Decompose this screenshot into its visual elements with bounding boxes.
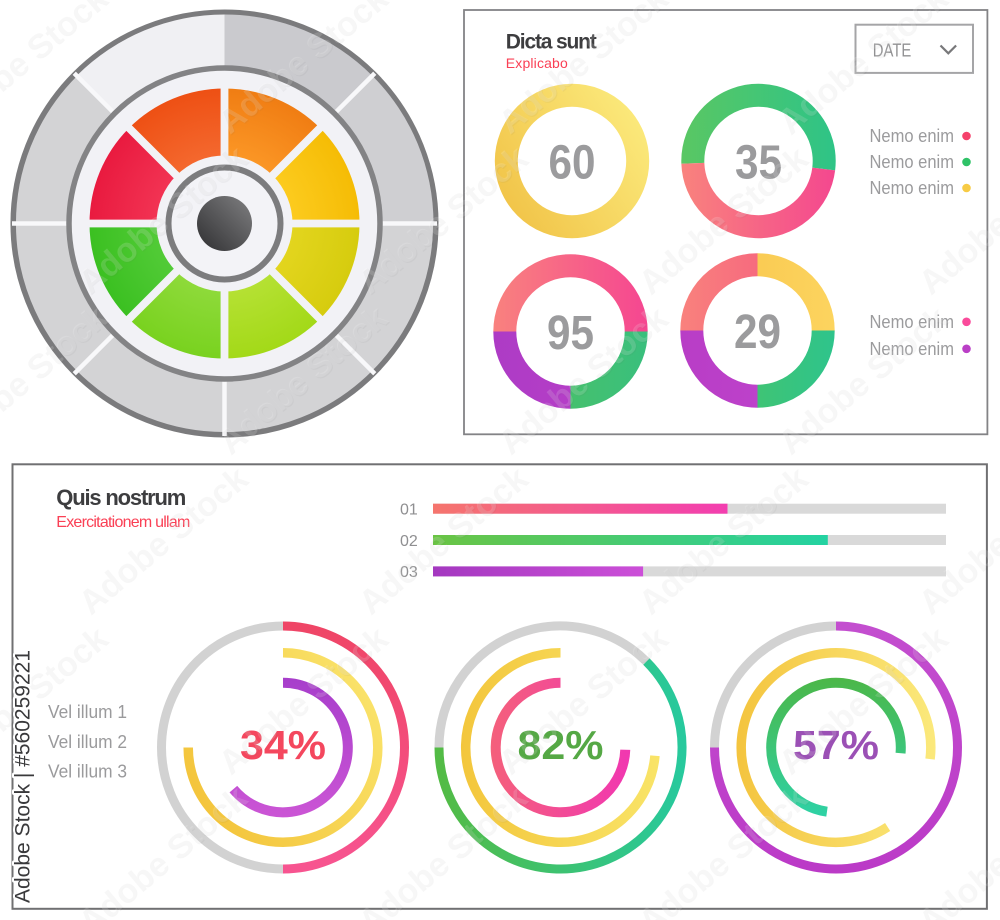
svg-text:02: 02 (400, 533, 418, 550)
svg-text:Dicta sunt: Dicta sunt (506, 31, 597, 54)
svg-text:34%: 34% (240, 722, 326, 768)
svg-text:Adobe Stock | #560259221: Adobe Stock | #560259221 (12, 650, 35, 903)
svg-text:57%: 57% (793, 722, 879, 768)
svg-text:82%: 82% (518, 722, 604, 768)
svg-text:DATE: DATE (873, 40, 912, 60)
svg-text:Vel illum 2: Vel illum 2 (48, 731, 127, 752)
svg-text:35: 35 (735, 136, 782, 189)
svg-text:Vel illum 3: Vel illum 3 (48, 761, 127, 782)
svg-text:Nemo enim: Nemo enim (870, 339, 955, 359)
svg-text:Exercitationem ullam: Exercitationem ullam (56, 514, 190, 531)
svg-text:Quis nostrum: Quis nostrum (56, 485, 186, 510)
svg-text:Vel illum 1: Vel illum 1 (48, 701, 127, 722)
svg-text:01: 01 (400, 502, 418, 519)
svg-text:Nemo enim: Nemo enim (870, 312, 955, 332)
svg-text:Nemo enim: Nemo enim (870, 178, 955, 198)
svg-text:Nemo enim: Nemo enim (870, 126, 955, 146)
svg-text:95: 95 (547, 307, 594, 360)
svg-text:60: 60 (549, 136, 596, 189)
svg-text:29: 29 (734, 306, 781, 359)
svg-text:Explicabo: Explicabo (506, 55, 568, 71)
svg-text:Nemo enim: Nemo enim (870, 152, 955, 172)
svg-text:03: 03 (400, 564, 418, 581)
